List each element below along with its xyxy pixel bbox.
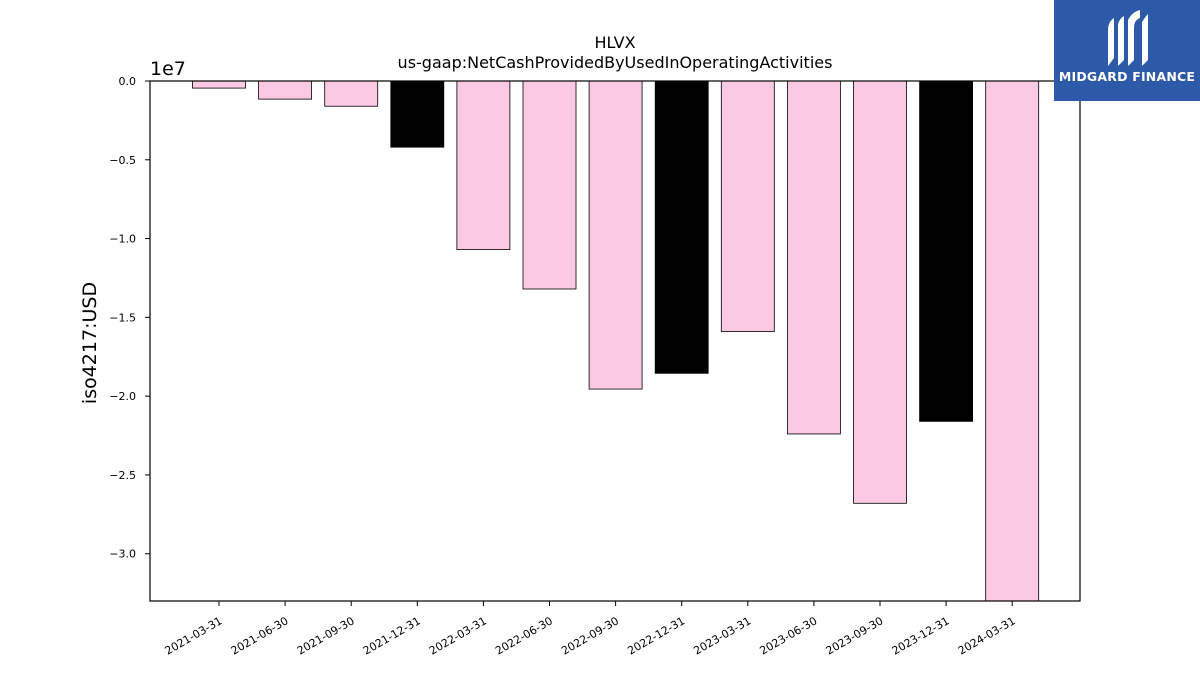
y-tick-label: −2.5 xyxy=(109,469,136,482)
x-tick-label: 2023-12-31 xyxy=(890,614,952,657)
y-tick-label: −1.0 xyxy=(109,233,136,246)
x-tick-label: 2021-09-30 xyxy=(295,614,357,657)
chart-subtitle: us-gaap:NetCashProvidedByUsedInOperating… xyxy=(398,53,833,72)
bar-2022-06-30 xyxy=(522,80,577,290)
x-tick-label: 2021-12-31 xyxy=(361,614,423,657)
y-ticks: 0.0 −0.5 −1.0 −1.5 −2.0 −2.5 −3.0 xyxy=(109,75,150,561)
x-tick-label: 2022-03-31 xyxy=(427,614,489,657)
bar-2021-09-30 xyxy=(324,80,379,107)
bar-2021-12-31 xyxy=(390,80,445,148)
bar-2023-09-30 xyxy=(853,80,907,504)
x-tick-label: 2023-09-30 xyxy=(824,614,886,657)
x-tick-label: 2023-03-31 xyxy=(691,614,753,657)
y-tick-label: −2.0 xyxy=(109,390,136,403)
bar-2023-06-30 xyxy=(787,80,841,435)
logo-text: MIDGARD FINANCE xyxy=(1058,69,1196,84)
brand-logo: MIDGARD FINANCE xyxy=(1054,0,1200,101)
x-ticks: 2021-03-31 2021-06-30 2021-09-30 2021-12-31… xyxy=(163,601,1018,658)
y-offset-label: 1e7 xyxy=(150,58,186,80)
x-tick-label: 2021-06-30 xyxy=(229,614,291,657)
x-tick-label: 2022-06-30 xyxy=(493,614,555,657)
x-tick-label: 2022-09-30 xyxy=(559,614,621,657)
x-tick-label: 2024-03-31 xyxy=(956,614,1018,657)
plot-frame xyxy=(149,80,1081,602)
chart-title: HLVX xyxy=(594,33,635,52)
x-tick-label: 2023-06-30 xyxy=(758,614,820,657)
bar-2023-12-31 xyxy=(919,80,973,422)
y-axis-label: iso4217:USD xyxy=(79,282,101,404)
y-tick-label: −1.5 xyxy=(109,311,136,324)
bars-layer xyxy=(192,80,1040,602)
bar-2022-03-31 xyxy=(456,80,511,251)
bar-2021-03-31 xyxy=(192,80,246,89)
bar-2022-09-30 xyxy=(588,80,643,390)
x-tick-label: 2022-12-31 xyxy=(625,614,687,657)
y-tick-label: 0.0 xyxy=(119,75,137,88)
bar-2024-03-31 xyxy=(985,80,1040,602)
bar-2023-03-31 xyxy=(720,80,775,332)
midgard-logo-icon xyxy=(1108,10,1148,66)
bar-2022-12-31 xyxy=(654,80,709,374)
bar-2021-06-30 xyxy=(258,80,313,100)
y-tick-label: −0.5 xyxy=(109,154,136,167)
y-tick-label: −3.0 xyxy=(109,548,136,561)
x-tick-label: 2021-03-31 xyxy=(163,614,225,657)
